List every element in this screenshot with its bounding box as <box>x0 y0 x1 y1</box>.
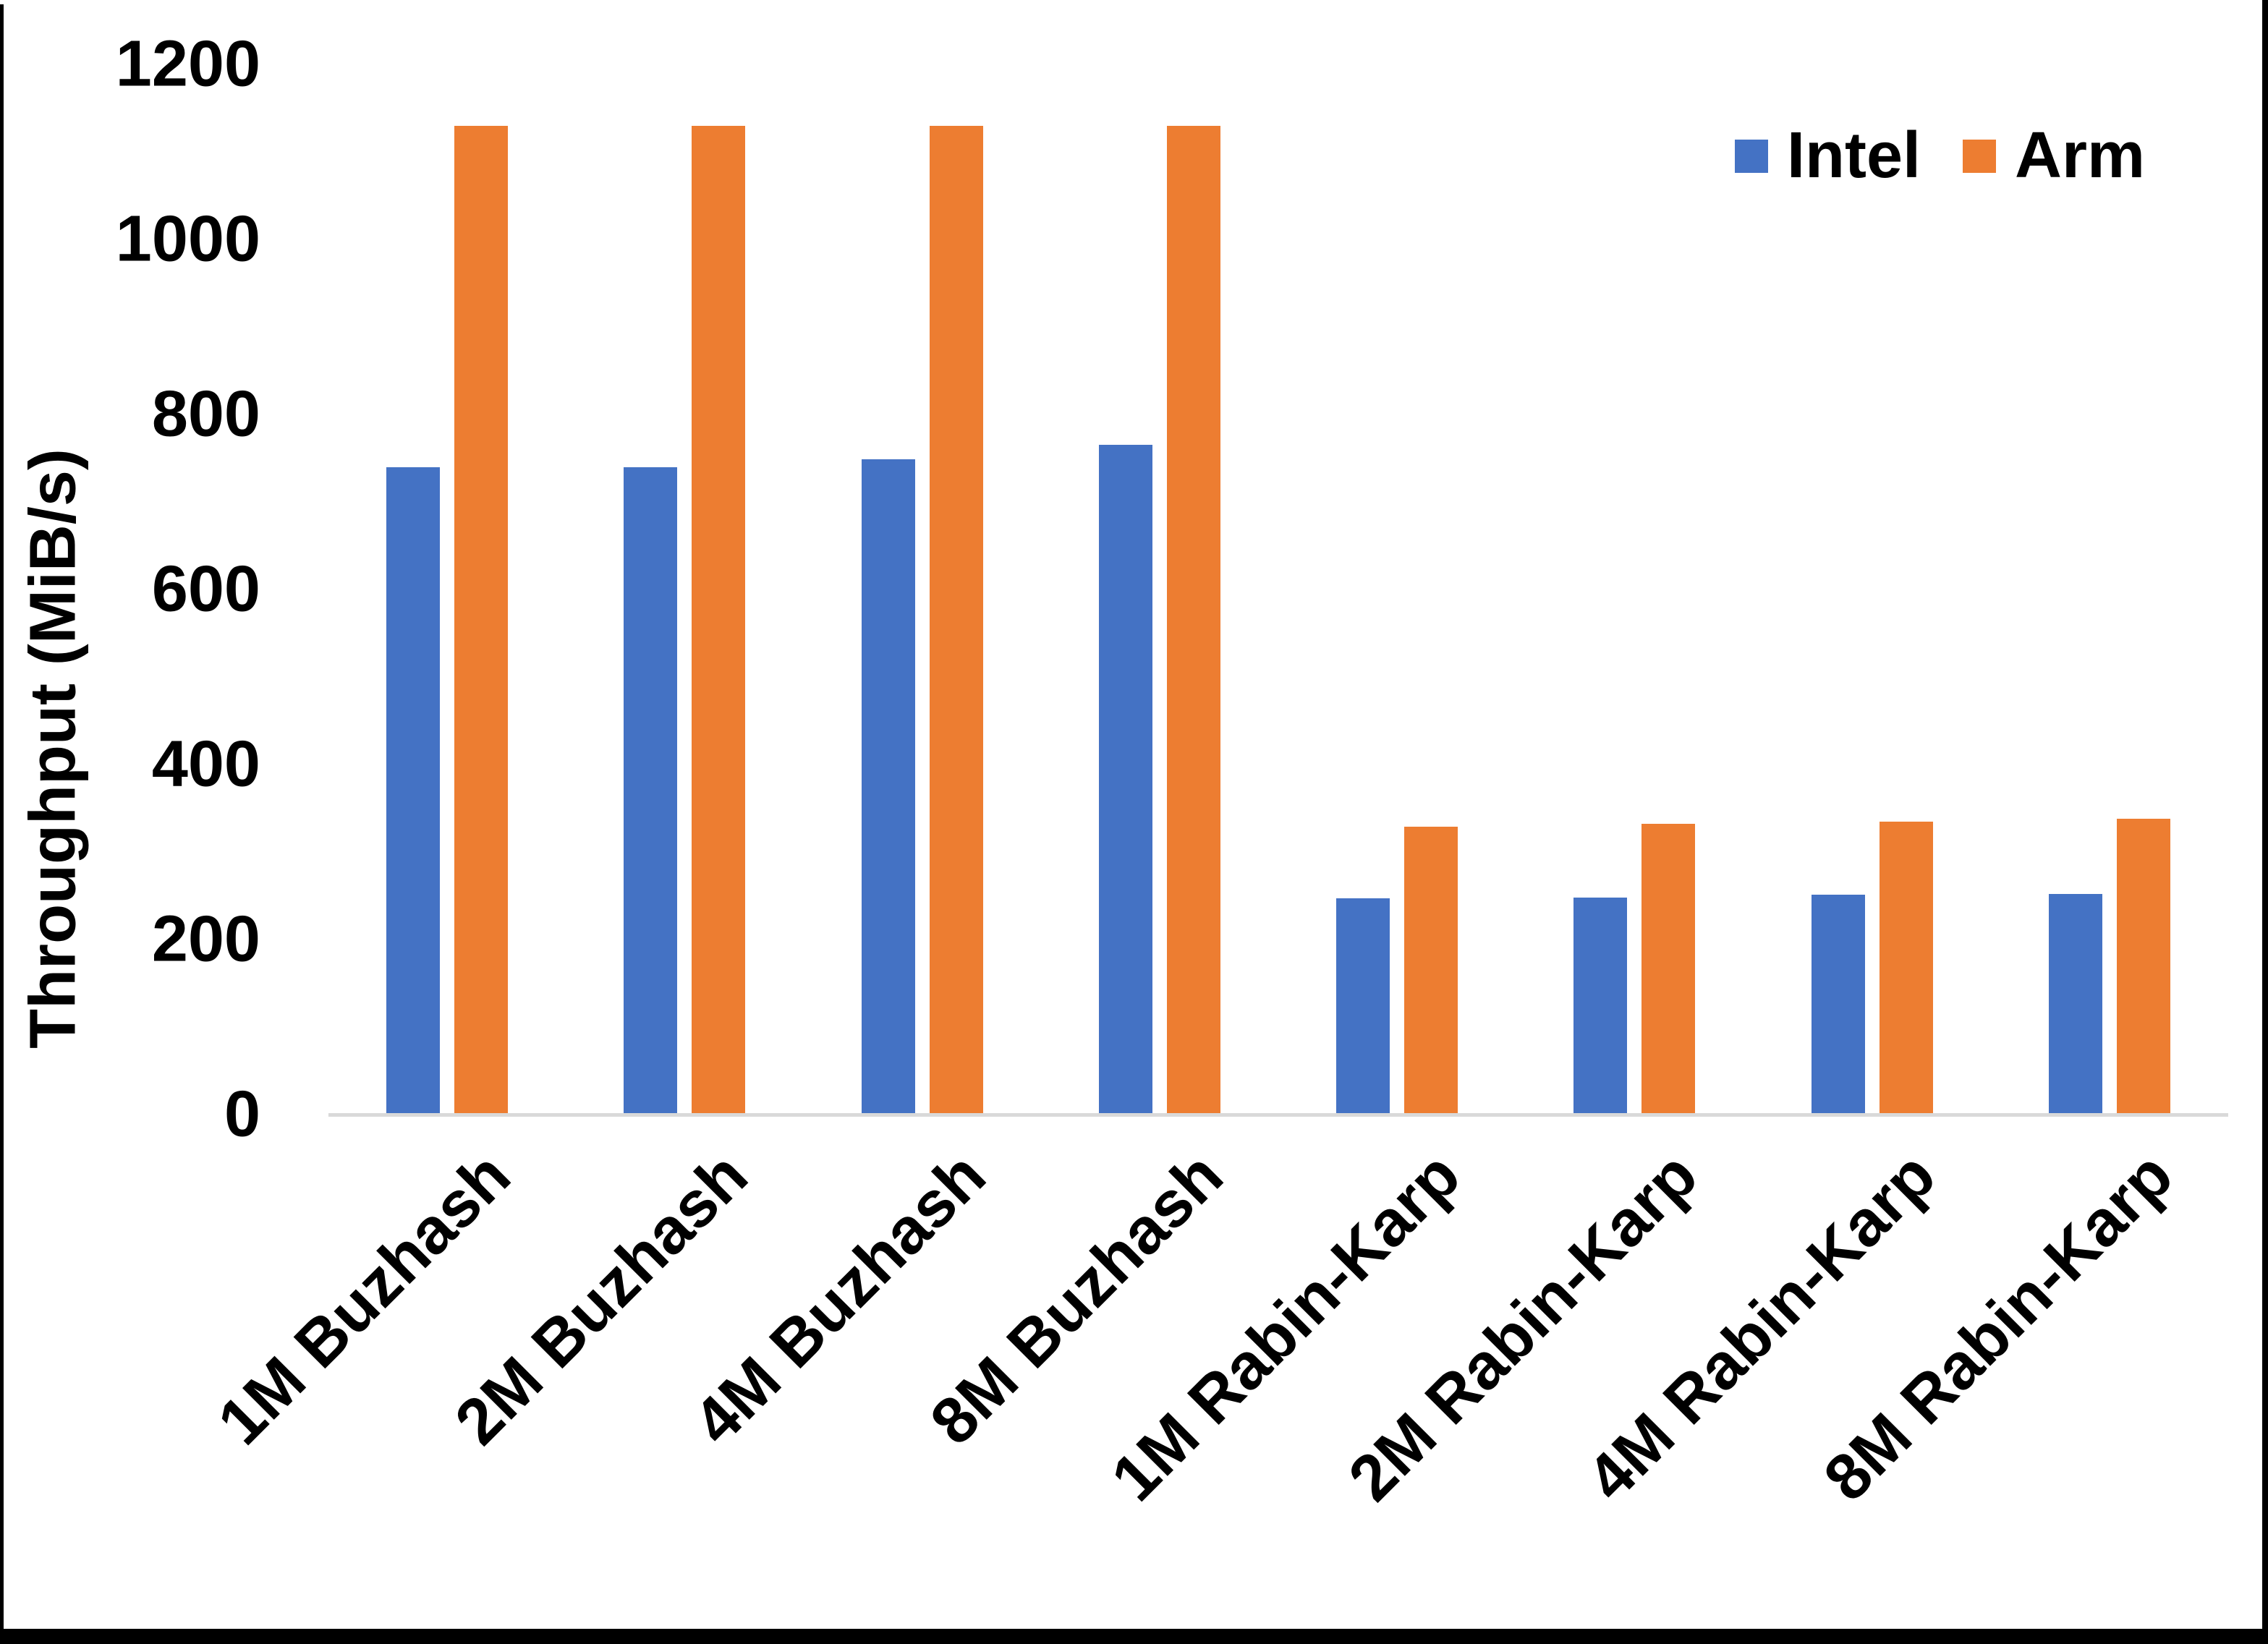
category-group-1m-buzhash <box>328 64 566 1115</box>
bar-intel-1m-rabin-karp <box>1336 898 1390 1115</box>
bar-intel-1m-buzhash <box>386 467 441 1115</box>
page-border-left <box>0 4 4 1644</box>
legend-item-arm: Arm <box>1963 119 2145 193</box>
bar-arm-1m-buzhash <box>454 125 509 1115</box>
bar-intel-2m-buzhash <box>624 467 678 1115</box>
category-group-2m-rabin-karp <box>1516 64 1753 1115</box>
bar-intel-4m-buzhash <box>861 459 915 1115</box>
category-group-8m-rabin-karp <box>1991 64 2228 1115</box>
x-axis-line <box>328 1113 2228 1117</box>
y-tick-label-1000: 1000 <box>115 203 260 276</box>
bar-arm-4m-buzhash <box>929 125 983 1115</box>
arm-legend-swatch-icon <box>1963 139 1997 173</box>
y-tick-label-600: 600 <box>151 553 260 626</box>
y-tick-label-400: 400 <box>151 728 260 801</box>
category-group-1m-rabin-karp <box>1278 64 1516 1115</box>
y-tick-label-200: 200 <box>151 903 260 976</box>
y-axis-title: Throughput (MiB/s) <box>17 448 90 1049</box>
category-group-4m-buzhash <box>804 64 1041 1115</box>
bar-arm-2m-buzhash <box>692 125 746 1115</box>
intel-legend-swatch-icon <box>1735 139 1768 173</box>
y-tick-label-1200: 1200 <box>115 27 260 101</box>
y-tick-label-0: 0 <box>224 1078 260 1151</box>
bar-intel-2m-rabin-karp <box>1573 897 1628 1115</box>
legend-item-intel: Intel <box>1735 119 1921 193</box>
bar-arm-8m-buzhash <box>1166 125 1220 1115</box>
bar-arm-2m-rabin-karp <box>1641 824 1696 1115</box>
arm-legend-label: Arm <box>2015 119 2146 192</box>
page-border-right <box>2262 0 2268 1644</box>
legend: Intel Arm <box>1735 119 2145 193</box>
bar-intel-4m-rabin-karp <box>1811 895 1865 1115</box>
page-border-bottom <box>0 1629 2268 1644</box>
bar-arm-8m-rabin-karp <box>2116 819 2170 1115</box>
y-tick-label-800: 800 <box>151 378 260 451</box>
intel-legend-label: Intel <box>1787 119 1921 192</box>
bar-arm-4m-rabin-karp <box>1879 821 1933 1115</box>
category-group-4m-rabin-karp <box>1754 64 1991 1115</box>
bar-intel-8m-buzhash <box>1098 445 1152 1115</box>
category-group-2m-buzhash <box>566 64 803 1115</box>
bar-intel-8m-rabin-karp <box>2048 894 2102 1115</box>
plot-area <box>328 64 2228 1115</box>
bar-arm-1m-rabin-karp <box>1404 826 1458 1115</box>
category-group-8m-buzhash <box>1041 64 1278 1115</box>
